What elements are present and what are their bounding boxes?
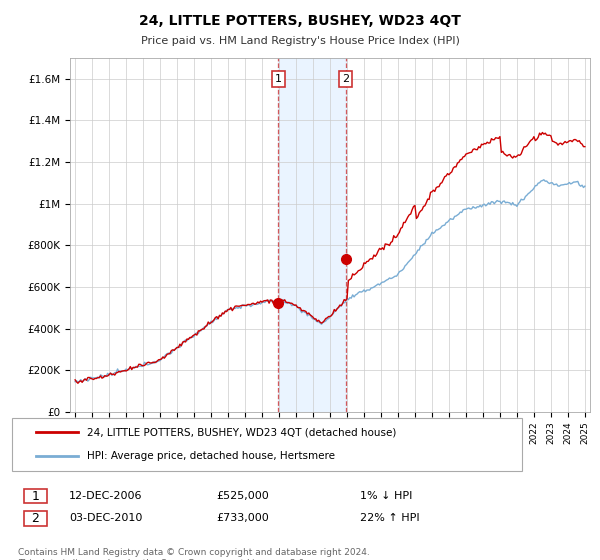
Text: Contains HM Land Registry data © Crown copyright and database right 2024.
This d: Contains HM Land Registry data © Crown c… <box>18 548 370 560</box>
Text: Price paid vs. HM Land Registry's House Price Index (HPI): Price paid vs. HM Land Registry's House … <box>140 36 460 46</box>
Text: 22% ↑ HPI: 22% ↑ HPI <box>360 514 419 524</box>
Text: 2: 2 <box>31 512 40 525</box>
Text: 1: 1 <box>31 489 40 502</box>
Text: 03-DEC-2010: 03-DEC-2010 <box>69 514 142 524</box>
Text: HPI: Average price, detached house, Hertsmere: HPI: Average price, detached house, Hert… <box>87 451 335 461</box>
Text: £525,000: £525,000 <box>216 491 269 501</box>
Text: 1: 1 <box>275 74 282 84</box>
Bar <box>278 58 346 412</box>
Text: £733,000: £733,000 <box>216 514 269 524</box>
Text: 24, LITTLE POTTERS, BUSHEY, WD23 4QT: 24, LITTLE POTTERS, BUSHEY, WD23 4QT <box>139 14 461 28</box>
Text: 12-DEC-2006: 12-DEC-2006 <box>69 491 143 501</box>
Text: 1% ↓ HPI: 1% ↓ HPI <box>360 491 412 501</box>
Text: 2: 2 <box>342 74 349 84</box>
Text: 24, LITTLE POTTERS, BUSHEY, WD23 4QT (detached house): 24, LITTLE POTTERS, BUSHEY, WD23 4QT (de… <box>87 427 397 437</box>
